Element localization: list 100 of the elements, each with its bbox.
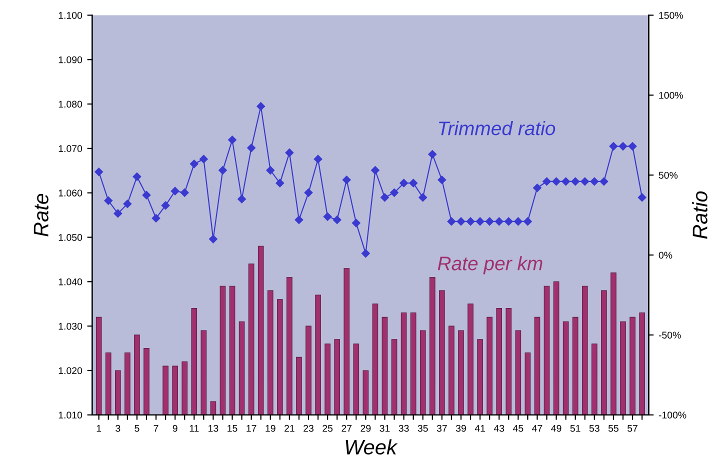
point bbox=[114, 209, 122, 218]
point bbox=[418, 193, 427, 202]
point bbox=[170, 186, 180, 196]
point bbox=[256, 102, 265, 110]
x-tick-label: 9 bbox=[172, 424, 178, 432]
y2-tick-label: 150% bbox=[659, 12, 683, 19]
x-tick-label: 5 bbox=[134, 424, 140, 432]
point bbox=[371, 166, 380, 174]
x-tick-label: 43 bbox=[494, 424, 504, 432]
x-tick-label: 3 bbox=[116, 424, 120, 432]
point bbox=[409, 178, 418, 188]
point bbox=[94, 168, 103, 176]
y-tick-label: 1.090 bbox=[58, 56, 82, 64]
point bbox=[600, 177, 608, 186]
x-tick-label: 37 bbox=[436, 424, 447, 432]
point bbox=[200, 154, 208, 164]
point bbox=[314, 154, 322, 164]
y-tick-label: 1.080 bbox=[58, 100, 82, 108]
point bbox=[542, 177, 551, 186]
point bbox=[609, 142, 618, 150]
point bbox=[428, 150, 437, 158]
y2-axis-title: Ratio bbox=[692, 191, 708, 239]
series-label: Trimmed ratio bbox=[438, 120, 556, 136]
x-tick-label: 17 bbox=[246, 424, 256, 432]
point bbox=[400, 178, 408, 188]
point bbox=[352, 218, 360, 228]
point bbox=[304, 188, 313, 197]
point bbox=[209, 234, 218, 244]
point bbox=[285, 148, 294, 157]
point bbox=[638, 193, 646, 202]
point bbox=[123, 200, 132, 208]
point bbox=[323, 212, 332, 221]
point bbox=[161, 201, 170, 210]
point bbox=[533, 184, 542, 192]
x-tick-label: 27 bbox=[342, 424, 352, 432]
x-tick-label: 35 bbox=[418, 424, 428, 432]
point bbox=[552, 177, 560, 186]
point bbox=[476, 217, 484, 226]
point bbox=[571, 177, 580, 186]
x-tick-label: 15 bbox=[228, 424, 238, 432]
x-tick-label: 25 bbox=[322, 424, 333, 432]
point bbox=[142, 190, 151, 200]
point bbox=[447, 217, 456, 226]
x-tick-label: 31 bbox=[380, 424, 390, 432]
y-tick-label: 1.050 bbox=[58, 234, 82, 241]
x-tick-label: 7 bbox=[154, 424, 158, 432]
y-tick-label: 1.040 bbox=[58, 278, 82, 286]
x-tick-label: 41 bbox=[474, 424, 485, 432]
x-tick-label: 53 bbox=[589, 424, 600, 432]
x-tick-label: 49 bbox=[551, 424, 562, 432]
x-tick-label: 23 bbox=[304, 424, 314, 432]
x-tick-label: 39 bbox=[456, 424, 466, 432]
y-tick-label: 1.070 bbox=[58, 145, 82, 152]
point bbox=[104, 196, 113, 205]
x-tick-label: 1 bbox=[96, 424, 102, 432]
x-tick-label: 57 bbox=[628, 424, 638, 432]
point bbox=[562, 177, 570, 186]
point bbox=[618, 142, 628, 150]
point bbox=[438, 176, 446, 184]
y2-tick-label: 100% bbox=[659, 92, 683, 99]
point bbox=[294, 216, 304, 224]
point bbox=[247, 144, 256, 152]
point bbox=[580, 177, 590, 186]
y-axis-title: Rate bbox=[34, 194, 48, 236]
x-axis-title: Week bbox=[346, 439, 398, 455]
point bbox=[276, 178, 284, 188]
point bbox=[238, 194, 246, 204]
y2-tick-label: -100% bbox=[658, 412, 686, 419]
y-tick-label: 1.030 bbox=[58, 322, 82, 330]
x-tick-label: 51 bbox=[570, 424, 580, 432]
point bbox=[266, 166, 275, 174]
point bbox=[390, 188, 398, 197]
point bbox=[190, 160, 198, 168]
point bbox=[524, 217, 532, 226]
point bbox=[362, 249, 370, 258]
point bbox=[342, 176, 351, 184]
point bbox=[228, 136, 236, 144]
point bbox=[380, 193, 389, 202]
x-tick-label: 21 bbox=[284, 424, 294, 432]
x-tick-label: 13 bbox=[208, 424, 218, 432]
point bbox=[332, 216, 342, 224]
y2-tick-label: -50% bbox=[658, 332, 681, 339]
x-tick-label: 19 bbox=[266, 424, 276, 432]
series-label: Rate per km bbox=[438, 256, 542, 274]
y2-tick-label: 50% bbox=[658, 172, 678, 179]
x-tick-label: 11 bbox=[190, 424, 199, 432]
x-tick-label: 33 bbox=[398, 424, 409, 432]
y-tick-label: 1.020 bbox=[58, 367, 82, 374]
y-tick-label: 1.060 bbox=[58, 190, 82, 196]
point bbox=[180, 188, 189, 197]
point bbox=[218, 166, 227, 174]
point bbox=[456, 217, 466, 226]
point bbox=[628, 142, 637, 150]
point bbox=[504, 217, 513, 226]
point bbox=[485, 217, 494, 226]
x-tick-label: 29 bbox=[360, 424, 371, 432]
y2-tick-label: 0% bbox=[658, 252, 672, 259]
y-tick-label: 1.010 bbox=[58, 412, 82, 419]
point bbox=[514, 217, 522, 226]
point bbox=[466, 217, 475, 226]
